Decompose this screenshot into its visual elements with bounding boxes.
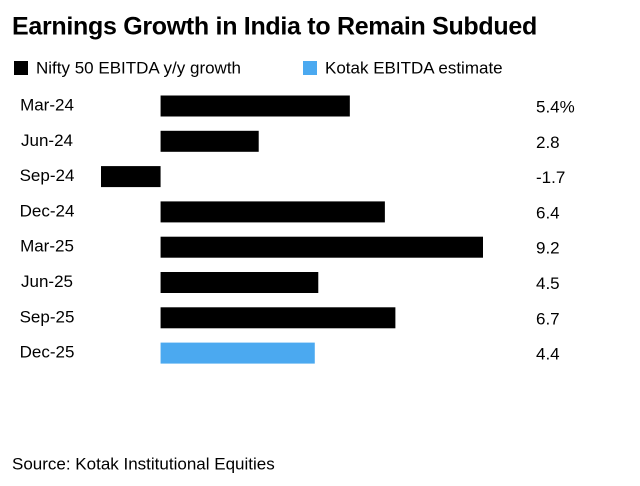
y-tick-label: Sep-24 <box>20 166 75 185</box>
value-label: 4.5 <box>536 274 560 293</box>
legend-label: Nifty 50 EBITDA y/y growth <box>36 58 241 77</box>
bar <box>160 236 483 258</box>
bar <box>101 166 161 188</box>
value-label: 9.2 <box>536 239 560 258</box>
y-tick-label: Mar-24 <box>20 95 74 114</box>
chart-title: Earnings Growth in India to Remain Subdu… <box>12 13 537 41</box>
source: Source: Kotak Institutional Equities <box>12 454 275 473</box>
bar <box>160 342 315 364</box>
y-tick-label: Jun-24 <box>21 131 73 150</box>
y-tick-label: Dec-24 <box>20 201 75 220</box>
value-label: 2.8 <box>536 133 560 152</box>
bar <box>160 307 396 329</box>
value-label: -1.7 <box>536 168 565 187</box>
bar <box>160 95 350 117</box>
y-tick-label: Dec-25 <box>20 343 75 362</box>
value-label: 6.4 <box>536 203 560 222</box>
value-label: 6.7 <box>536 309 560 328</box>
value-label: 4.4 <box>536 345 560 364</box>
y-tick-label: Jun-25 <box>21 272 73 291</box>
value-label: 5.4% <box>536 97 575 116</box>
y-tick-label: Mar-25 <box>20 237 74 256</box>
legend-label: Kotak EBITDA estimate <box>325 58 503 77</box>
legend-swatch <box>14 61 28 75</box>
bar <box>160 272 319 293</box>
legend-swatch <box>303 61 317 75</box>
y-tick-label: Sep-25 <box>20 307 75 326</box>
bar <box>160 130 259 152</box>
bar <box>160 201 385 223</box>
